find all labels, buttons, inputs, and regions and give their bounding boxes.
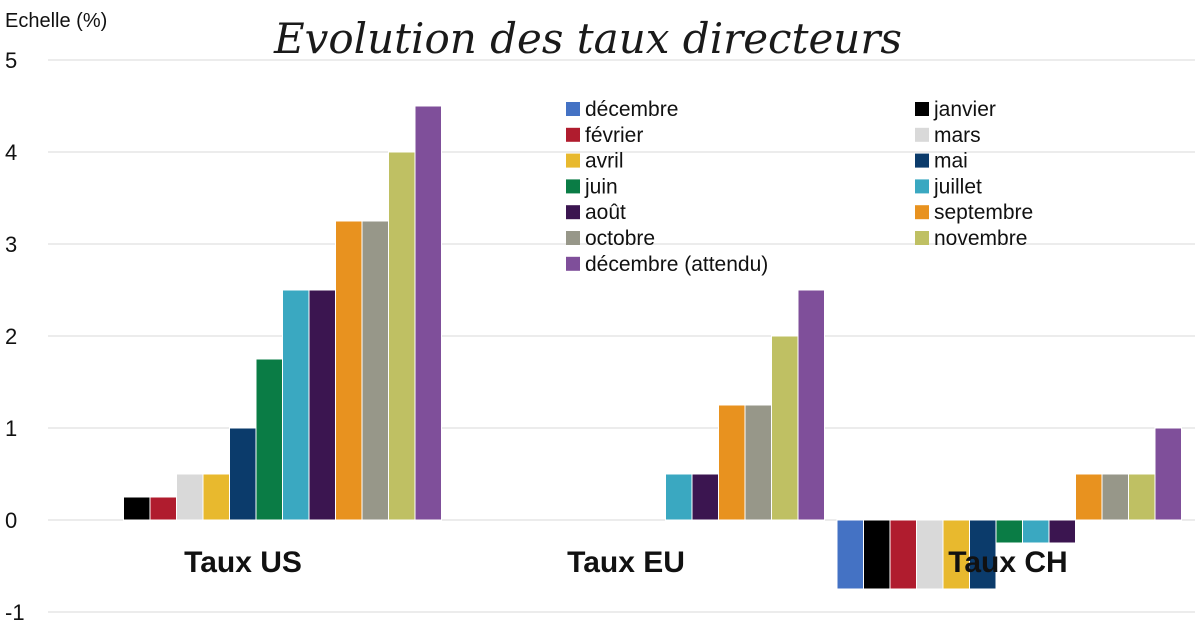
legend-label: octobre <box>585 227 655 250</box>
bar <box>1128 473 1156 521</box>
legend-swatch <box>915 179 929 194</box>
bar <box>1075 473 1103 521</box>
legend-label: novembre <box>934 227 1027 250</box>
bar <box>1101 473 1129 521</box>
legend-item: septembre <box>915 201 1033 224</box>
legend-swatch <box>566 231 580 245</box>
bar <box>916 519 944 590</box>
legend-label: mars <box>934 124 981 147</box>
legend-item: juillet <box>915 175 982 198</box>
bar <box>202 473 230 521</box>
bar <box>388 151 416 521</box>
bar <box>308 289 336 521</box>
bar <box>361 220 389 521</box>
y-tick-label: 0 <box>5 508 17 533</box>
legend-item: février <box>566 124 643 147</box>
legend-swatch <box>566 127 580 142</box>
legend-item: mai <box>915 150 968 173</box>
legend-swatch <box>915 102 929 116</box>
legend-item: janvier <box>915 98 996 121</box>
legend-label: mai <box>934 150 968 173</box>
bar <box>1154 427 1182 521</box>
bar <box>744 404 772 521</box>
legend-label: juin <box>584 175 618 198</box>
text-layer: Evolution des taux directeurs Echelle (%… <box>5 10 1068 625</box>
legend-swatch <box>915 231 929 245</box>
y-tick-label: 4 <box>5 140 17 165</box>
legend-item: mars <box>915 124 981 147</box>
legend-swatch <box>566 179 580 194</box>
legend-label: janvier <box>933 98 996 121</box>
legend-label: avril <box>585 150 624 173</box>
bar <box>282 289 310 521</box>
category-label: Taux CH <box>948 546 1067 579</box>
bar <box>942 519 970 590</box>
bar <box>691 473 719 521</box>
bar <box>836 519 864 590</box>
bar <box>718 404 746 521</box>
bar <box>1048 519 1076 544</box>
legend-swatch <box>915 127 929 142</box>
legend: décembre janvier février mars avril mai juin ju… <box>566 98 1033 276</box>
legend-item: décembre <box>566 98 678 121</box>
category-label: Taux EU <box>567 546 685 579</box>
bar <box>665 473 693 521</box>
bar <box>771 335 799 521</box>
legend-label: juillet <box>933 175 982 198</box>
y-axis-label: Echelle (%) <box>5 10 107 32</box>
bar <box>969 519 997 590</box>
legend-swatch <box>566 102 580 116</box>
bar <box>176 473 204 521</box>
bar <box>995 519 1023 544</box>
y-tick-label: 3 <box>5 232 17 257</box>
chart-title: Evolution des taux directeurs <box>273 14 902 63</box>
legend-swatch <box>915 205 929 220</box>
legend-label: décembre (attendu) <box>585 253 768 276</box>
legend-label: août <box>585 201 626 224</box>
category-label: Taux US <box>184 546 302 579</box>
bar <box>149 496 177 521</box>
legend-item: juin <box>566 175 618 198</box>
bar <box>863 519 891 590</box>
bar <box>1022 519 1050 544</box>
bar <box>889 519 917 590</box>
legend-swatch <box>566 205 580 220</box>
y-tick-label: -1 <box>5 600 25 625</box>
y-tick-label: 2 <box>5 324 17 349</box>
bar <box>335 220 363 521</box>
legend-label: décembre <box>585 98 678 121</box>
bar <box>797 289 825 521</box>
y-tick-label: 1 <box>5 416 17 441</box>
legend-item: avril <box>566 150 624 173</box>
legend-swatch <box>566 153 580 168</box>
bars-layer <box>123 105 1182 590</box>
legend-swatch <box>915 153 929 168</box>
bar <box>123 496 151 521</box>
bar <box>414 105 442 521</box>
legend-label: février <box>585 124 643 147</box>
bar <box>229 427 257 521</box>
legend-label: septembre <box>934 201 1033 224</box>
legend-item: novembre <box>915 227 1027 250</box>
legend-item: décembre (attendu) <box>566 253 768 276</box>
legend-item: août <box>566 201 626 224</box>
bar <box>255 358 283 521</box>
legend-item: octobre <box>566 227 655 250</box>
legend-swatch <box>566 256 580 271</box>
y-tick-label: 5 <box>5 48 17 73</box>
